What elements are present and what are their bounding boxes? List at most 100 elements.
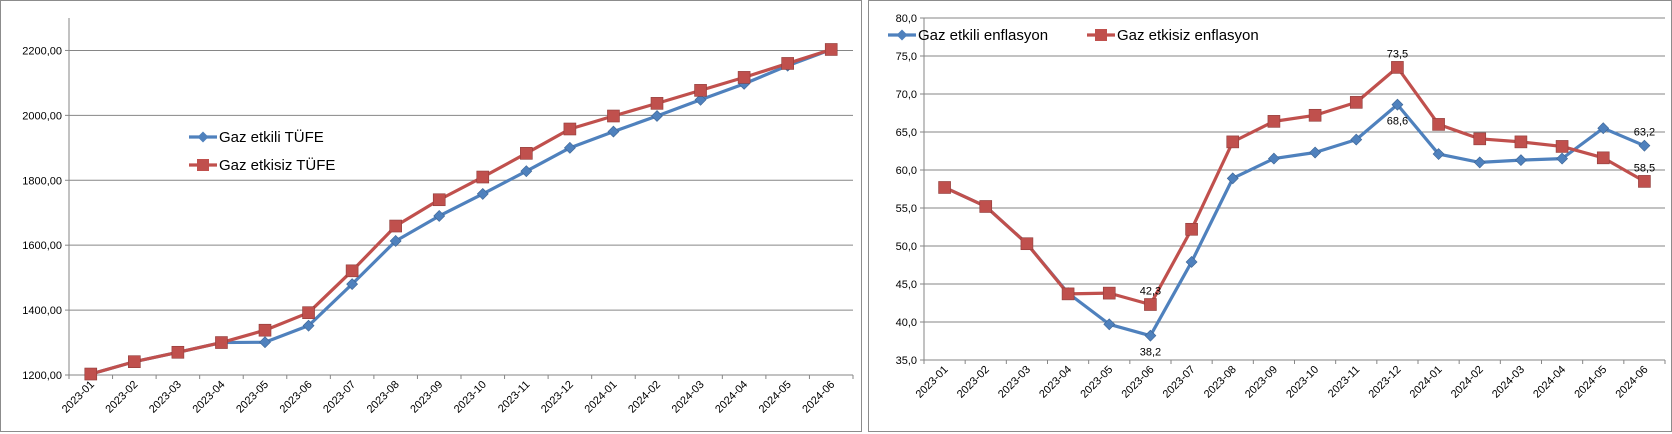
gaz-etkisiz-tüfe-point (694, 84, 707, 97)
gaz-etkili-tüfe-point (694, 93, 707, 106)
gaz-etkisiz-enflasyon-point (1638, 175, 1651, 188)
gaz-etkisiz-enflasyon-point (1349, 96, 1363, 109)
gaz-etkili-enflasyon-point (1226, 172, 1239, 185)
gaz-etkisiz-tüfe-point (781, 57, 794, 70)
gaz-etkisiz-tüfe-line (90, 47, 832, 376)
gaz-etkisiz-tüfe-point (345, 264, 359, 278)
gaz-etkisiz-enflasyon-line (943, 65, 1646, 307)
y-tick-label: 40,0 (896, 317, 917, 329)
gaz-etkisiz-enflasyon-point (1267, 115, 1281, 128)
x-tick-label: 2024-04 (1531, 364, 1568, 401)
gaz-etkisiz-enflasyon-point (1555, 140, 1569, 153)
legend-diamond-marker (197, 131, 209, 143)
gaz-etkisiz-enflasyon-point (979, 200, 993, 213)
y-tick-label: 80,0 (896, 13, 917, 25)
y-tick-label: 1200,00 (22, 370, 62, 382)
x-tick-label: 2024-01 (1408, 364, 1445, 401)
x-tick-label: 2024-03 (670, 379, 707, 416)
x-tick-label: 2023-07 (1161, 364, 1198, 401)
gaz-etkisiz-enflasyon-point (1514, 135, 1528, 149)
gaz-etkisiz-enflasyon-point (1391, 61, 1404, 74)
data-label: 63,2 (1634, 127, 1655, 139)
x-tick-label: 2023-05 (1078, 364, 1115, 401)
x-tick-label: 2023-04 (191, 379, 228, 416)
gaz-etkisiz-enflasyon-point (1020, 237, 1034, 251)
x-tick-label: 2024-04 (713, 379, 750, 416)
gaz-etkisiz-enflasyon-point (1473, 132, 1487, 146)
y-tick-label: 2000,00 (22, 110, 62, 122)
x-tick-label: 2023-09 (1243, 364, 1280, 401)
right-chart-panel: 35,0 40,0 45,0 50,0 55,0 60,0 65,0 70,0 75,0 80,0… (868, 0, 1672, 432)
gaz-etkisiz-tüfe-point (258, 323, 272, 337)
x-tick-label: 2023-01 (914, 364, 951, 401)
gaz-etkisiz-enflasyon-point (1061, 287, 1075, 301)
gaz-etkisiz-tüfe-point (432, 193, 446, 207)
gaz-etkisiz-tüfe-point (84, 367, 98, 381)
gaz-etkisiz-tüfe-point (302, 306, 315, 319)
x-tick-label: 2023-06 (278, 379, 315, 416)
gaz-etkili-enflasyon-point (1473, 156, 1486, 169)
gaz-etkisiz-tüfe-point (650, 97, 664, 110)
gaz-etkisiz-tüfe-point (128, 355, 141, 368)
legend-diamond-marker (896, 29, 908, 41)
gaz-etkisiz-tüfe-point (476, 170, 490, 184)
x-tick-label: 2024-01 (583, 379, 620, 416)
gaz-etkili-enflasyon-point (1350, 133, 1363, 146)
y-tick-label: 65,0 (896, 127, 917, 139)
x-tick-label: 2023-06 (1120, 364, 1157, 401)
gaz-etkisiz-enflasyon-point (1144, 298, 1157, 311)
legend-label: Gaz etkili TÜFE (219, 128, 324, 146)
gaz-etkisiz-tüfe-point (215, 336, 228, 349)
x-tick-label: 2023-03 (147, 379, 184, 416)
gaz-etkili-tüfe-point (520, 165, 533, 178)
x-tick-label: 2023-11 (1326, 364, 1362, 400)
x-tick-label: 2023-01 (60, 379, 97, 416)
legend-square-marker (197, 159, 209, 171)
legend-label: Gaz etkisiz TÜFE (219, 156, 335, 174)
gaz-etkisiz-enflasyon-point (938, 181, 951, 194)
x-tick-label: 2023-03 (996, 364, 1033, 401)
x-tick-label: 2024-03 (1490, 364, 1527, 401)
y-tick-label: 45,0 (896, 279, 917, 291)
data-label: 42,3 (1140, 286, 1161, 298)
gaz-etkisiz-enflasyon-point (1226, 135, 1240, 149)
gaz-etkili-enflasyon-point (1638, 139, 1651, 152)
x-tick-label: 2024-05 (1572, 364, 1609, 401)
x-tick-label: 2023-08 (365, 379, 402, 416)
y-tick-label: 55,0 (896, 203, 917, 215)
data-label: 68,6 (1387, 116, 1408, 128)
data-label: 58,5 (1634, 162, 1655, 174)
x-tick-label: 2023-12 (539, 379, 576, 416)
y-tick-label: 60,0 (896, 165, 917, 177)
x-tick-label: 2023-02 (955, 364, 992, 401)
gaz-etkili-tüfe-point (302, 319, 315, 332)
gaz-etkili-enflasyon-point (1267, 152, 1280, 165)
gaz-etkisiz-enflasyon-point (1102, 286, 1116, 300)
x-tick-label: 2023-09 (408, 379, 445, 416)
x-tick-label: 2023-10 (1284, 364, 1321, 401)
x-tick-label: 2023-11 (496, 379, 532, 415)
x-tick-label: 2024-02 (1449, 364, 1486, 401)
left-chart-panel: 1200,00 1400,00 1600,00 1800,00 2000,00 2200,… (0, 0, 862, 432)
gaz-etkili-tüfe-point (389, 235, 402, 247)
gaz-etkili-tüfe-line (90, 47, 832, 376)
x-tick-label: 2023-04 (1037, 364, 1074, 401)
gaz-etkisiz-enflasyon-point (1432, 118, 1445, 131)
x-tick-label: 2023-05 (234, 379, 271, 416)
gaz-etkili-enflasyon-point (1432, 148, 1445, 160)
gaz-etkili-enflasyon-point (1103, 318, 1116, 331)
gaz-etkili-enflasyon-point (1144, 329, 1157, 342)
gaz-etkisiz-tüfe-point (389, 219, 402, 233)
x-tick-label: 2023-08 (1202, 364, 1239, 401)
gaz-etkili-tüfe-point (476, 187, 489, 200)
gaz-etkisiz-tüfe-point (171, 345, 185, 359)
gaz-etkisiz-tüfe-point (607, 109, 620, 123)
x-tick-label: 2023-12 (1367, 364, 1404, 401)
gaz-etkili-tüfe-point (607, 125, 620, 138)
gaz-etkisiz-enflasyon-point (1185, 222, 1198, 236)
gaz-etkisiz-tüfe-point (824, 43, 838, 56)
legend-label: Gaz etkili enflasyon (918, 27, 1048, 44)
gaz-etkili-enflasyon-point (1556, 152, 1569, 165)
y-tick-label: 75,0 (896, 51, 917, 63)
x-tick-label: 2023-10 (452, 379, 489, 416)
